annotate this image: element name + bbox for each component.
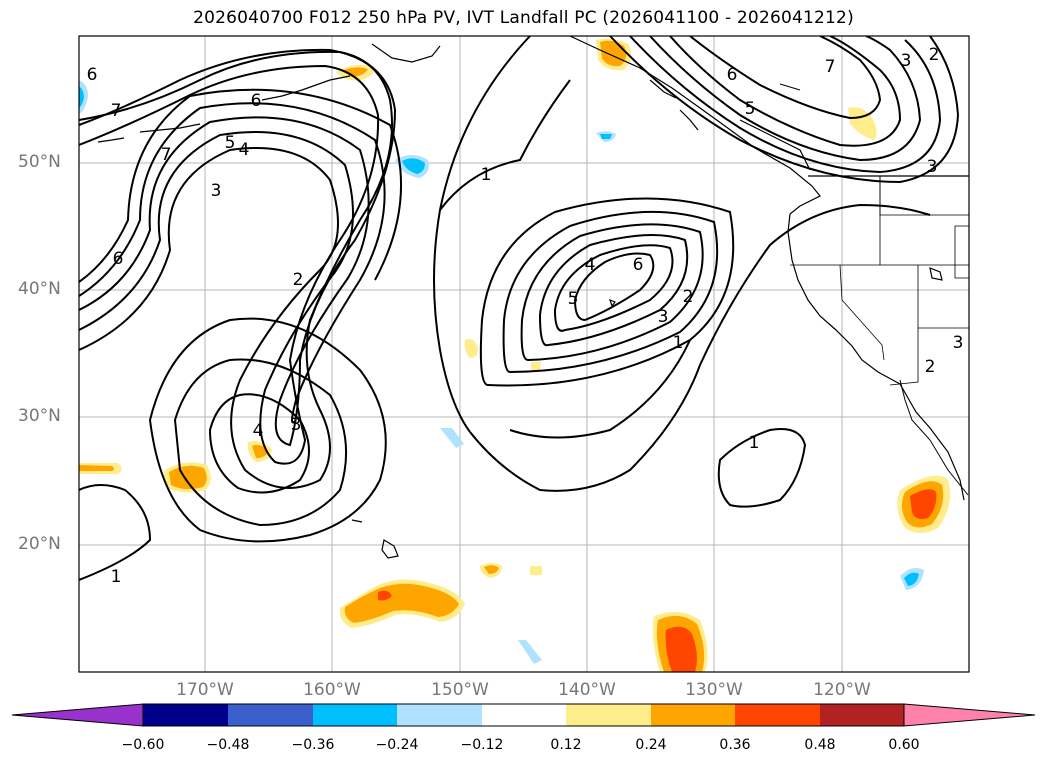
colorbar-extend-right — [903, 703, 1036, 727]
lat-label: 50°N — [18, 152, 61, 172]
lon-label: 150°W — [431, 680, 489, 700]
contour-label: 6 — [87, 65, 98, 85]
contour-label-group: 6 7 7 5 4 6 3 6 2 4 3 1 4 6 5 3 2 1 1 1 … — [87, 45, 964, 587]
contour-label: 7 — [161, 145, 172, 165]
contour-label: 2 — [925, 357, 936, 377]
contour-label: 6 — [113, 249, 124, 269]
contour-label: 5 — [225, 133, 236, 153]
gridlines — [79, 36, 969, 672]
contour-label: 4 — [239, 140, 250, 160]
map-title: 2026040700 F012 250 hPa PV, IVT Landfall… — [193, 8, 854, 28]
contour-label: 6 — [633, 255, 644, 275]
contour-label: 1 — [749, 433, 760, 453]
colorbar-tick: −0.60 — [121, 737, 165, 753]
lon-label: 130°W — [685, 680, 743, 700]
contour-label: 2 — [929, 45, 940, 65]
colorbar-tick: 0.12 — [550, 737, 582, 753]
contour-label: 5 — [745, 99, 756, 119]
colorbar — [11, 703, 1036, 727]
contour-label: 3 — [211, 181, 222, 201]
contour-label: 2 — [683, 287, 694, 307]
colorbar-tick: −0.48 — [206, 737, 250, 753]
contour-label: 6 — [727, 65, 738, 85]
lat-label: 20°N — [18, 534, 61, 554]
colorbar-tick: 0.60 — [888, 737, 920, 753]
colorbar-swatch — [820, 704, 904, 726]
contour-label: 2 — [293, 270, 304, 290]
contour-label: 3 — [953, 333, 964, 353]
contour-label: 7 — [825, 57, 836, 77]
contour-label: 5 — [568, 289, 579, 309]
colorbar-tick: 0.48 — [804, 737, 836, 753]
colorbar-tick: 0.36 — [719, 737, 751, 753]
colorbar-swatch — [566, 704, 651, 726]
colorbar-extend-left — [11, 703, 144, 727]
contour-label: 4 — [253, 421, 264, 441]
colorbar-swatch — [228, 704, 313, 726]
contour-label: 3 — [927, 157, 938, 177]
contour-label: 1 — [481, 165, 492, 185]
colorbar-swatch — [735, 704, 820, 726]
colorbar-tick: −0.12 — [460, 737, 504, 753]
contour-label: 3 — [901, 51, 912, 71]
colorbar-tick: 0.24 — [635, 737, 667, 753]
contour-label: 1 — [673, 333, 684, 353]
contour-label: 1 — [111, 567, 122, 587]
lon-label: 170°W — [176, 680, 234, 700]
contour-label: 7 — [111, 101, 122, 121]
lon-label: 160°W — [303, 680, 361, 700]
lat-label: 30°N — [18, 406, 61, 426]
contour-label: 4 — [585, 255, 596, 275]
colorbar-swatch — [397, 704, 482, 726]
colorbar-tick: −0.36 — [291, 737, 335, 753]
lon-label: 120°W — [813, 680, 871, 700]
colorbar-swatch — [482, 704, 566, 726]
contour-label: 3 — [658, 307, 669, 327]
ivt-shading — [79, 38, 951, 672]
colorbar-swatch — [143, 704, 228, 726]
lon-label: 140°W — [558, 680, 616, 700]
contour-label: 6 — [251, 91, 262, 111]
lat-label: 40°N — [18, 279, 61, 299]
contour-label: 3 — [291, 415, 302, 435]
colorbar-tick: −0.24 — [375, 737, 419, 753]
map-frame — [78, 35, 970, 673]
colorbar-swatch — [313, 704, 397, 726]
pv-contours — [79, 36, 960, 581]
colorbar-swatch — [651, 704, 735, 726]
